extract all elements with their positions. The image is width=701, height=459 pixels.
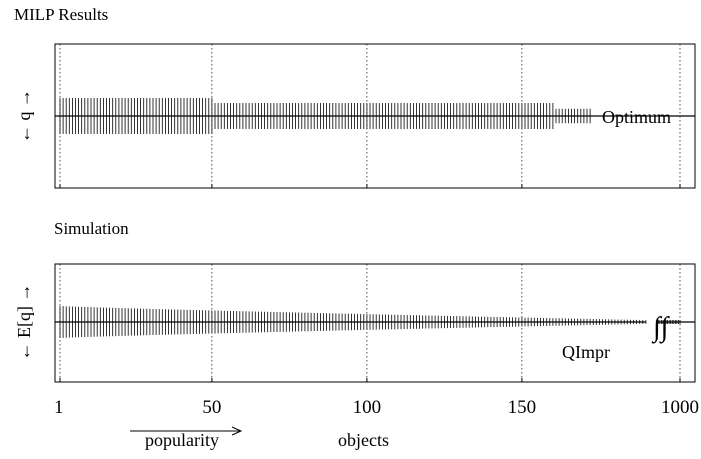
panel2-annotation: QImpr — [562, 342, 610, 362]
panel2-plot — [54, 263, 696, 383]
panel2-ylabel: ← E[q] → — [14, 284, 34, 361]
x-axis-label: objects — [338, 430, 389, 450]
panel2-frame — [54, 263, 696, 383]
x-tick-label: 50 — [202, 397, 221, 418]
x-tick-label: 150 — [508, 397, 537, 418]
panel2-title: Simulation — [54, 219, 129, 238]
axis-break-symbol: ∫∫ — [651, 312, 671, 344]
x-tick-label: 1 — [54, 397, 64, 418]
panel1-ylabel: ← q → — [14, 89, 34, 143]
x-tick-label: 100 — [353, 397, 382, 418]
popularity-arrowhead — [231, 426, 243, 436]
popularity-label: popularity — [145, 430, 219, 450]
panel1-plot — [54, 43, 696, 189]
panel1-annotation: Optimum — [602, 107, 671, 127]
panel1-title: MILP Results — [14, 5, 108, 24]
x-tick-label: 1000 — [661, 397, 699, 418]
